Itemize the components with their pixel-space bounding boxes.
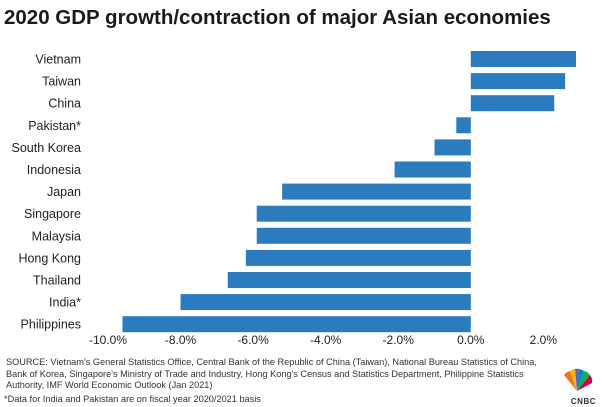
category-label: Japan: [47, 185, 81, 199]
bar-pakistan: [456, 117, 471, 134]
x-tick-label: -2.0%: [383, 333, 415, 347]
bar-thailand: [227, 272, 471, 288]
bar-hong-kong: [245, 249, 471, 266]
bar-chart: Vietnam Taiwan China Pakistan* South Korea In…: [12, 51, 576, 347]
category-label: Pakistan*: [28, 119, 81, 133]
category-label: South Korea: [12, 141, 82, 155]
category-label: China: [48, 97, 81, 111]
bar-japan: [282, 183, 471, 200]
logo-text: CNBC: [570, 397, 596, 406]
bar-taiwan: [470, 73, 566, 90]
bar-india: [180, 294, 471, 311]
category-label: India*: [49, 296, 81, 310]
bar-malaysia: [256, 227, 471, 244]
peacock-icon: [564, 368, 593, 391]
category-label: Malaysia: [32, 229, 81, 243]
category-label: Philippines: [21, 318, 81, 332]
category-label: Indonesia: [27, 163, 81, 177]
x-tick-label: 0.0%: [457, 333, 485, 347]
bar-philippines: [122, 316, 471, 333]
bar-south-korea: [434, 139, 471, 156]
x-tick-label: -10.0%: [89, 333, 127, 347]
chart-title: 2020 GDP growth/contraction of major Asi…: [4, 6, 551, 29]
bar-china: [470, 95, 555, 112]
footnote: *Data for India and Pakistan are on fisc…: [4, 394, 261, 404]
bar-singapore: [256, 205, 471, 222]
bar-indonesia: [394, 161, 471, 178]
category-label: Singapore: [24, 207, 81, 221]
x-tick-label: -6.0%: [237, 333, 269, 347]
x-tick-label: -8.0%: [165, 333, 197, 347]
category-label: Vietnam: [35, 53, 81, 67]
category-label: Taiwan: [42, 75, 81, 89]
bar-vietnam: [470, 51, 576, 67]
category-label: Thailand: [33, 274, 81, 288]
x-tick-label: -4.0%: [310, 333, 342, 347]
category-label: Hong Kong: [18, 251, 81, 265]
source-note: SOURCE: Vietnam's General Statistics Off…: [6, 357, 537, 391]
x-tick-label: 2.0%: [530, 333, 558, 347]
